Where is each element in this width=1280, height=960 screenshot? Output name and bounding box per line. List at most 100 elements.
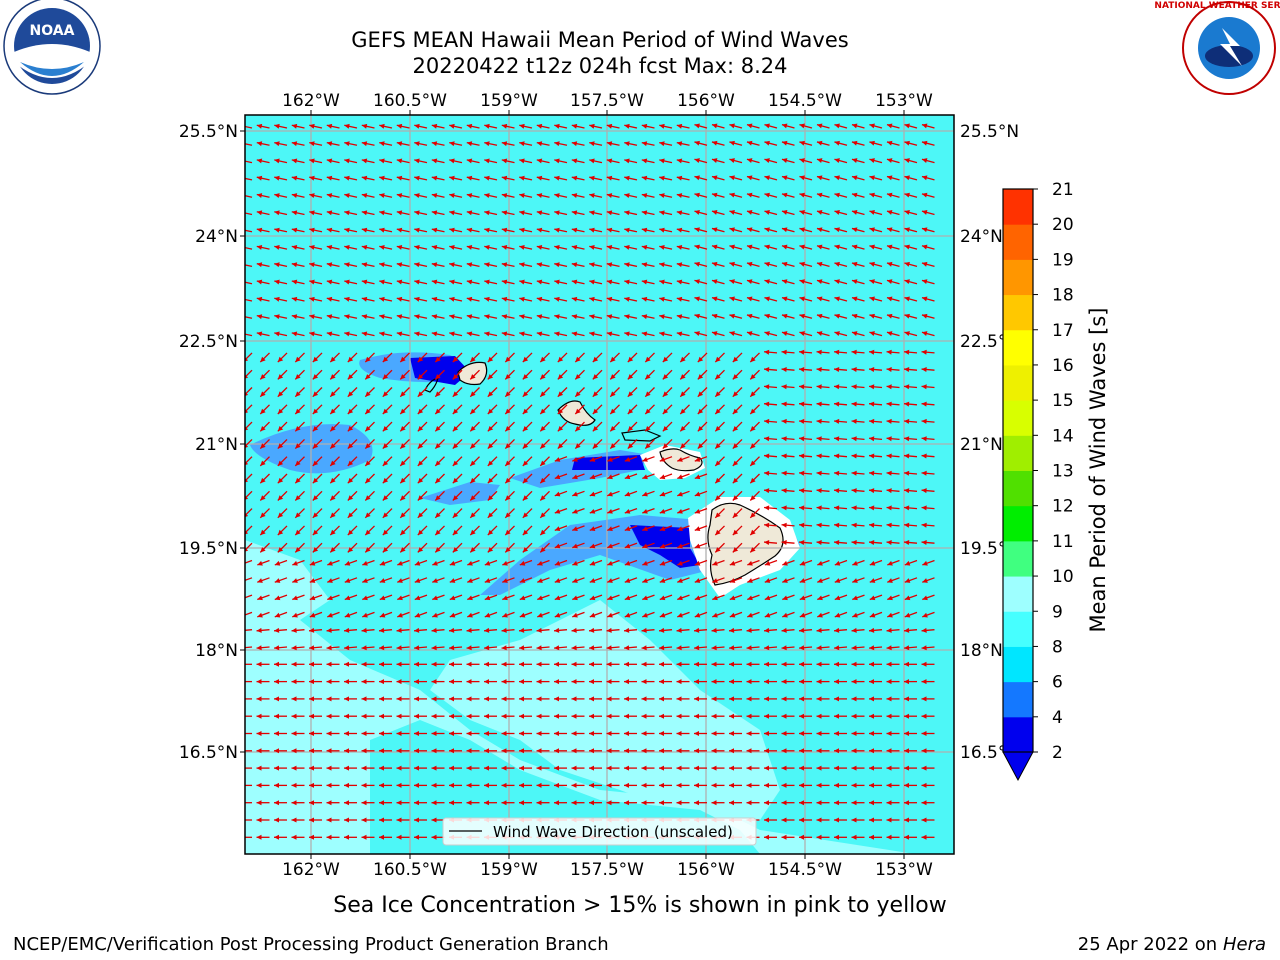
wind-arrow-head <box>519 696 524 702</box>
wind-arrow-head <box>417 460 424 466</box>
wind-arrow-head <box>312 460 319 466</box>
wind-arrow-head <box>781 175 788 181</box>
wind-arrow-head <box>519 612 526 618</box>
wind-arrow-head <box>606 645 612 651</box>
wind-arrow-head <box>554 296 560 302</box>
wind-arrow-head <box>292 578 298 583</box>
wind-arrow-head <box>886 470 892 476</box>
wind-arrow-head <box>750 547 756 553</box>
wind-arrow-head <box>904 401 910 407</box>
wind-arrow-head <box>694 491 701 497</box>
wind-arrow-head <box>536 679 542 685</box>
wind-arrow-head <box>245 461 249 466</box>
wind-arrow-head <box>677 612 683 618</box>
wind-arrow-head <box>396 748 402 754</box>
wind-arrow-head <box>470 460 476 466</box>
wind-arrow-head <box>904 748 909 754</box>
wind-arrow-head <box>624 457 631 462</box>
wind-arrow-head <box>239 280 244 285</box>
wind-arrow-head <box>379 193 385 198</box>
wind-arrow-head <box>799 244 805 250</box>
wind-arrow-head <box>330 425 336 432</box>
wind-arrow-head <box>435 477 441 484</box>
wind-arrow-head <box>627 443 634 449</box>
wind-arrow-head <box>624 331 630 337</box>
colorbar-tick-label: 15 <box>1052 391 1074 411</box>
wind-arrow-head <box>344 834 349 840</box>
wind-arrow-head <box>887 595 893 601</box>
wind-arrow-head <box>816 401 822 407</box>
wind-arrow-head <box>869 244 875 250</box>
wind-arrow-head <box>396 141 403 147</box>
wind-arrow-head <box>431 141 438 147</box>
colorbar-tick-label: 21 <box>1052 180 1074 200</box>
wind-arrow-head <box>452 356 459 363</box>
wind-arrow-head <box>746 261 753 267</box>
wind-arrow-head <box>729 158 735 163</box>
wind-arrow-head <box>816 140 823 146</box>
wind-arrow-head <box>750 529 756 536</box>
wind-arrow-head <box>869 713 874 719</box>
wind-arrow-head <box>729 612 736 618</box>
wind-arrow-head <box>470 443 476 449</box>
wind-arrow-head <box>886 645 892 651</box>
wind-arrow-head <box>781 522 787 528</box>
wind-arrow-head <box>676 748 682 754</box>
wind-arrow-head <box>645 408 651 414</box>
wind-arrow-head <box>816 418 822 424</box>
wind-arrow-head <box>799 578 806 583</box>
wind-arrow-head <box>484 765 489 771</box>
wind-arrow-head <box>519 560 526 566</box>
wind-arrow-head <box>540 356 546 363</box>
wind-arrow-head <box>274 595 281 601</box>
wind-arrow-head <box>484 800 489 806</box>
wind-arrow-head <box>711 175 718 181</box>
wind-arrow-head <box>344 296 350 302</box>
wind-arrow-head <box>435 512 441 518</box>
wind-arrow-head <box>431 800 437 806</box>
wind-arrow-head <box>414 560 421 566</box>
wind-arrow-head <box>869 453 875 459</box>
wind-arrow-head <box>361 123 368 129</box>
wind-arrow-head <box>312 443 319 449</box>
wind-arrow-head <box>834 296 840 302</box>
wind-arrow-head <box>781 661 787 667</box>
wind-arrow-head <box>522 460 529 466</box>
wind-arrow-head <box>697 356 704 363</box>
wind-arrow-head <box>260 408 266 414</box>
tick-marks <box>240 110 905 859</box>
wind-arrow-head <box>484 314 490 320</box>
wind-arrow-head <box>501 244 508 250</box>
wind-arrow-head <box>379 800 384 806</box>
wind-arrow-head <box>449 227 455 233</box>
wind-arrow-head <box>449 696 454 702</box>
wind-arrow-head <box>396 731 402 736</box>
wind-arrow-head <box>869 782 874 788</box>
wind-arrow-head <box>694 508 701 514</box>
wind-arrow-head <box>641 314 648 320</box>
wind-arrow-head <box>676 244 683 250</box>
wind-arrow-head <box>904 210 910 215</box>
wind-arrow-head <box>344 627 350 633</box>
wind-arrow-head <box>886 453 892 459</box>
wind-arrow-head <box>851 349 857 355</box>
wind-arrow-head <box>571 314 578 320</box>
wind-arrow-head <box>782 612 788 618</box>
wind-arrow-head <box>715 547 721 553</box>
wind-arrow-head <box>834 436 840 442</box>
wind-arrow-head <box>260 356 266 363</box>
wind-arrow-head <box>694 661 699 667</box>
wind-arrow-head <box>501 645 507 651</box>
wind-arrow-head <box>309 765 314 771</box>
wind-arrow-head <box>624 175 630 181</box>
wind-arrow-head <box>816 158 823 163</box>
wind-arrow-head <box>326 627 332 633</box>
wind-arrow-head <box>624 679 629 685</box>
wind-arrow-head <box>414 696 419 702</box>
wind-arrow-head <box>869 560 876 566</box>
wind-arrow-head <box>746 627 752 633</box>
wind-arrow-head <box>245 530 249 535</box>
wind-arrow-head <box>694 261 700 267</box>
wind-arrow-head <box>659 748 664 754</box>
wind-arrow-head <box>400 391 406 397</box>
